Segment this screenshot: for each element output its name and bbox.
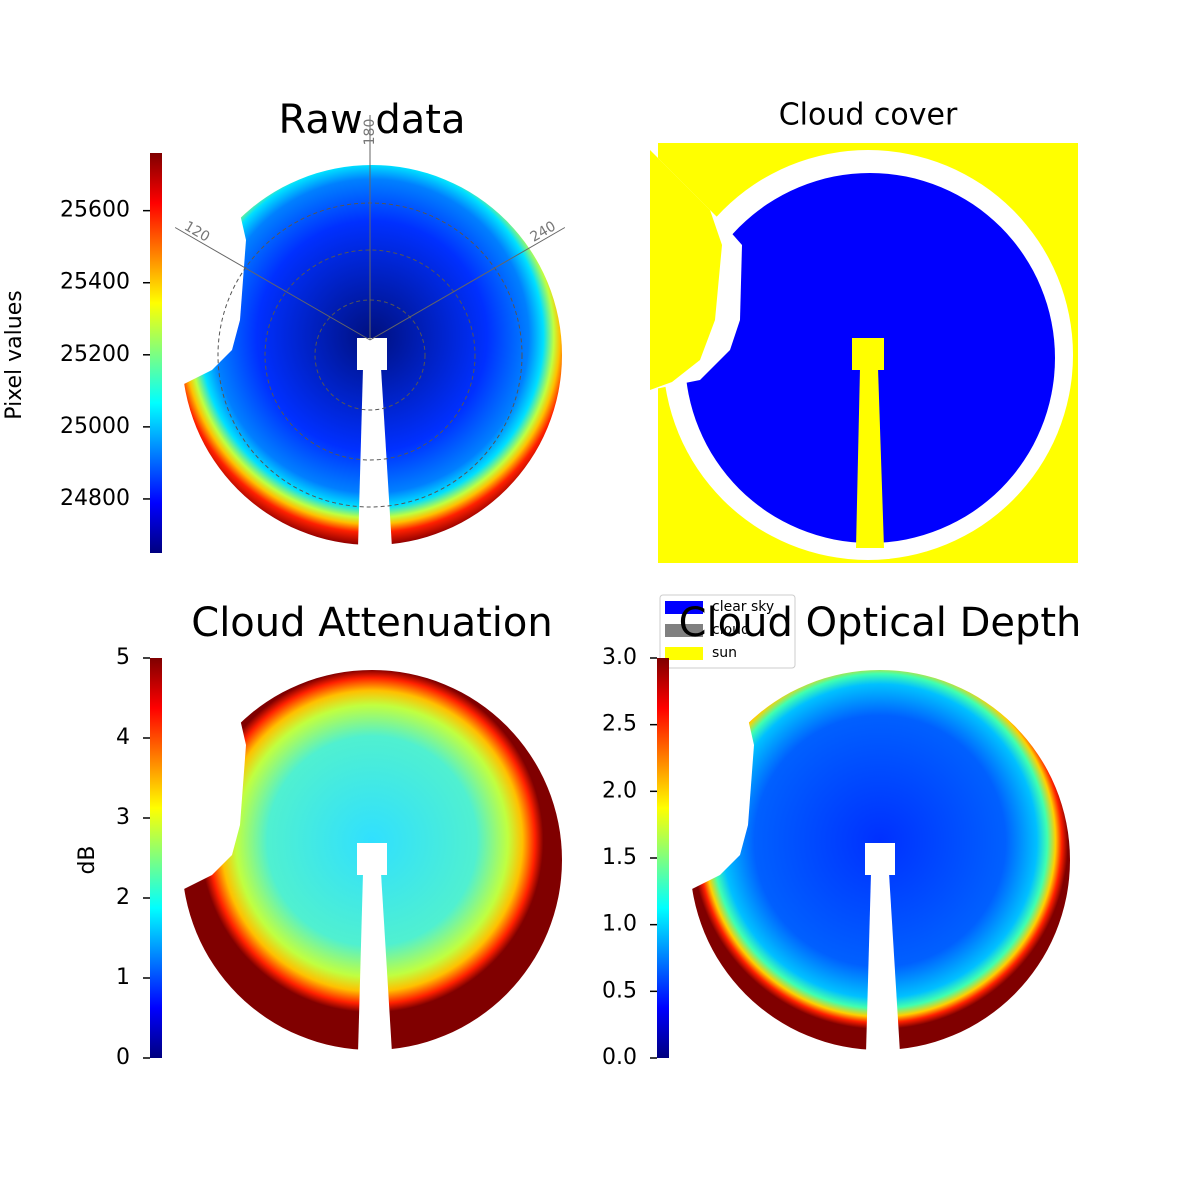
colorbar-tick-label: 2.5 [602, 712, 637, 737]
colorbar-tick-label: 0.0 [602, 1045, 637, 1070]
colorbar-tick-label: 24800 [60, 486, 130, 511]
colorbar-tick-label: 25600 [60, 198, 130, 223]
legend-swatch [665, 647, 703, 660]
colorbar-tick-label: 1.5 [602, 845, 637, 870]
legend-label: clear sky [712, 599, 774, 615]
colorbar [150, 153, 162, 553]
colorbar-tick-label: 25400 [60, 270, 130, 295]
colorbar-tick-label: 25200 [60, 342, 130, 367]
optical-depth-image [668, 665, 1070, 1053]
panel-title: Cloud Optical Depth [679, 600, 1082, 646]
theta-grid-line [369, 227, 566, 341]
colorbar [657, 658, 669, 1058]
colorbar-tick-label: 25000 [60, 414, 130, 439]
theta-tick-label: 240 [528, 218, 559, 245]
annotations: Raw data 24800 25000 25200 25400 25600 Pixel v… [2, 97, 1081, 1070]
attenuation-image [160, 665, 562, 1053]
panel-title: Cloud cover [779, 98, 958, 133]
theta-tick-label: 180 [362, 119, 378, 146]
colorbar-label: dB [75, 845, 100, 874]
colorbar-tick-label: 0 [116, 1045, 130, 1070]
panel-title: Cloud Attenuation [191, 600, 552, 646]
legend-label: sun [712, 645, 737, 661]
colorbar-tick-label: 2 [116, 885, 130, 910]
colorbar-tick-label: 5 [116, 645, 130, 670]
colorbar-label: Pixel values [2, 290, 27, 419]
colorbar-tick-label: 3 [116, 805, 130, 830]
colorbar-tick-label: 0.5 [602, 978, 637, 1003]
legend-swatch [665, 624, 703, 637]
colorbar-tick-label: 3.0 [602, 645, 637, 670]
colorbar-tick-label: 2.0 [602, 778, 637, 803]
colorbar [150, 658, 162, 1058]
panel-title: Raw data [279, 97, 466, 143]
legend-swatch [665, 601, 703, 614]
legend-label: cloud [712, 622, 750, 638]
theta-grid-line [174, 227, 371, 341]
cloud-cover-image [650, 143, 1078, 563]
raw-image [160, 160, 562, 548]
colorbar-tick-label: 1.0 [602, 912, 637, 937]
colorbar-tick-label: 1 [116, 965, 130, 990]
colorbar-tick-label: 4 [116, 725, 130, 750]
